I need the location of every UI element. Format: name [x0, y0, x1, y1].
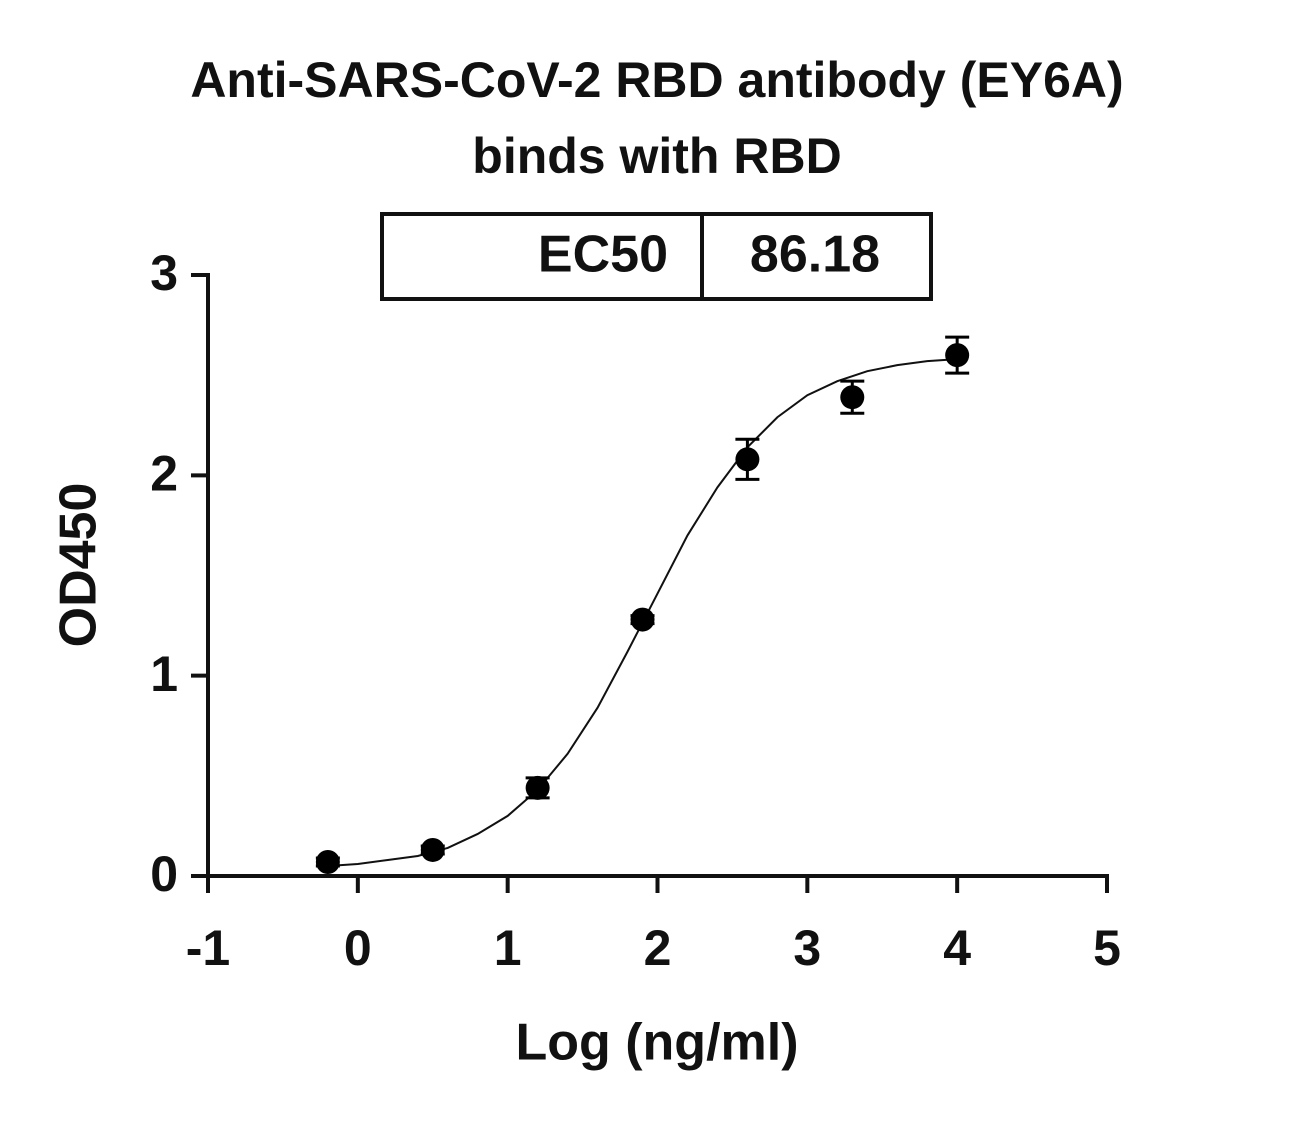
x-tick-label: 2: [644, 920, 672, 976]
x-tick-label: 0: [344, 920, 372, 976]
data-point: [735, 447, 760, 472]
data-point: [315, 849, 340, 874]
chart-title: binds with RBD: [472, 128, 841, 184]
y-tick-label: 3: [150, 245, 178, 301]
x-tick-label: 1: [494, 920, 522, 976]
data-point: [420, 837, 445, 862]
data-point: [840, 385, 865, 410]
chart-title: Anti-SARS-CoV-2 RBD antibody (EY6A): [190, 52, 1123, 108]
data-point: [525, 775, 550, 800]
y-tick-label: 0: [150, 846, 178, 902]
ec50-label: EC50: [538, 226, 668, 284]
y-axis-label: OD450: [50, 483, 108, 648]
ec50-value: 86.18: [750, 226, 880, 284]
data-point: [630, 607, 655, 632]
x-tick-label: 3: [793, 920, 821, 976]
x-tick-label: 4: [943, 920, 971, 976]
x-axis-label: Log (ng/ml): [515, 1014, 798, 1072]
x-tick-label: -1: [186, 920, 230, 976]
y-tick-label: 2: [150, 446, 178, 502]
ec50-box: [380, 212, 933, 301]
x-tick-label: 5: [1093, 920, 1121, 976]
data-point: [945, 343, 970, 368]
y-tick-label: 1: [150, 646, 178, 702]
